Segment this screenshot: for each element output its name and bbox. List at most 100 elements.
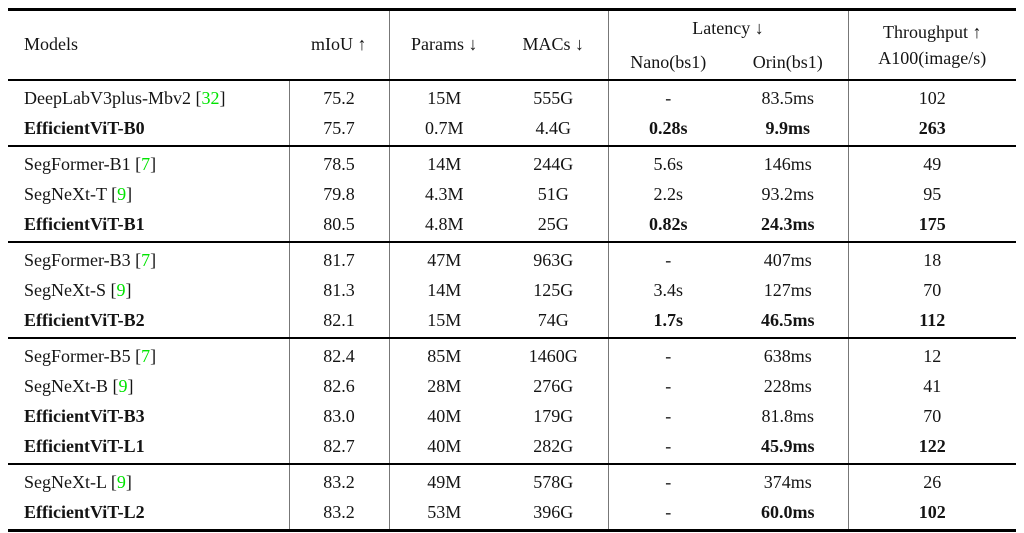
nano-cell: - xyxy=(665,345,672,366)
miou-cell: 82.6 xyxy=(289,370,390,401)
tp-cell: 70 xyxy=(923,279,942,300)
nano-cell: - xyxy=(665,405,672,426)
table-row: SegNeXt-L [9] 83.2 49M 578G -374ms 26 xyxy=(8,464,1016,497)
citation-number: 9 xyxy=(116,279,126,300)
nano-cell: - xyxy=(665,471,672,492)
model-name-cell: SegNeXt-S [9] xyxy=(8,274,290,305)
group-separator xyxy=(8,240,1016,243)
group-separator xyxy=(8,144,1016,147)
model-name: SegNeXt-S xyxy=(24,279,106,300)
citation-number: 9 xyxy=(118,375,128,396)
model-name-cell: EfficientViT-L1 xyxy=(8,430,290,463)
macs-cell: 244G xyxy=(499,146,609,179)
table-header: Models mIoU ↑ Params ↓ MACs ↓ Latency ↓ … xyxy=(8,9,1016,80)
tp-cell: 95 xyxy=(923,183,942,204)
params-cell: 15M xyxy=(427,87,462,108)
citation-ref: [9] xyxy=(106,279,132,300)
citation-number: 7 xyxy=(141,249,151,270)
table-row: EfficientViT-B0 75.7 0.7M 4.4G 0.28s 9.9ms 263 xyxy=(8,112,1016,145)
model-name-cell: SegFormer-B5 [7] xyxy=(8,338,290,371)
orin-cell: 60.0ms xyxy=(728,496,849,530)
macs-cell: 179G xyxy=(499,400,609,431)
citation-ref: [7] xyxy=(130,249,157,270)
model-name-cell: SegNeXt-L [9] xyxy=(8,464,290,497)
table-row: DeepLabV3plus-Mbv2 [32] 75.2 15M 555G -83.5m… xyxy=(8,79,1016,113)
tp-cell: 70 xyxy=(923,405,942,426)
nano-cell: 5.6s xyxy=(653,153,683,174)
table-row: SegFormer-B5 [7] 82.4 85M 1460G -638ms 12 xyxy=(8,338,1016,371)
model-name-cell: EfficientViT-B2 xyxy=(8,304,290,337)
model-name: EfficientViT-B2 xyxy=(24,309,145,330)
nano-cell: - xyxy=(665,435,672,456)
params-cell: 14M xyxy=(427,279,462,300)
params-cell: 53M xyxy=(427,501,462,522)
citation-number: 9 xyxy=(117,183,127,204)
citation-number: 7 xyxy=(141,345,151,366)
macs-cell: 125G xyxy=(499,274,609,305)
macs-cell: 1460G xyxy=(499,338,609,371)
nano-cell: - xyxy=(665,249,672,270)
orin-cell: 407ms xyxy=(728,242,849,275)
macs-cell: 4.4G xyxy=(499,112,609,145)
header-macs: MACs ↓ xyxy=(499,9,609,80)
table-group: SegFormer-B1 [7] 78.5 14M 244G 5.6s 146ms 49 Se… xyxy=(8,146,1016,241)
header-models: Models xyxy=(24,34,78,55)
macs-cell: 578G xyxy=(499,464,609,497)
model-name: SegFormer-B3 xyxy=(24,249,131,270)
nano-cell: - xyxy=(665,87,672,108)
nano-cell: - xyxy=(665,501,672,522)
tp-cell: 41 xyxy=(923,375,942,396)
model-name-cell: EfficientViT-B0 xyxy=(8,112,290,145)
params-cell: 49M xyxy=(427,471,462,492)
orin-cell: 127ms xyxy=(728,274,849,305)
citation-number: 9 xyxy=(116,471,126,492)
model-name: EfficientViT-L2 xyxy=(24,501,145,522)
orin-cell: 638ms xyxy=(728,338,849,371)
model-name-cell: SegFormer-B3 [7] xyxy=(8,242,290,275)
table-row: SegNeXt-T [9] 79.8 4.3M 51G 2.2s 93.2ms 95 xyxy=(8,178,1016,209)
table-row: SegNeXt-S [9] 81.3 14M 125G 3.4s 127ms 70 xyxy=(8,274,1016,305)
orin-cell: 228ms xyxy=(728,370,849,401)
miou-cell: 80.5 xyxy=(289,208,390,241)
table-row: EfficientViT-B1 80.5 4.8M 25G 0.82s 24.3ms 175 xyxy=(8,208,1016,241)
citation-ref: [7] xyxy=(130,345,157,366)
table-row: EfficientViT-B3 83.0 40M 179G - 81.8ms 70 xyxy=(8,400,1016,431)
header-latency-nano: Nano(bs1) xyxy=(630,52,707,72)
citation-number: 32 xyxy=(201,87,220,108)
table-row: SegFormer-B3 [7] 81.7 47M 963G -407ms 18 xyxy=(8,242,1016,275)
table-group: SegFormer-B3 [7] 81.7 47M 963G -407ms 18 SegNe… xyxy=(8,242,1016,337)
nano-cell: 1.7s xyxy=(653,309,683,330)
header-params: Params ↓ xyxy=(411,34,478,55)
params-cell: 4.3M xyxy=(424,183,464,204)
tp-cell: 175 xyxy=(918,213,946,234)
orin-cell: 45.9ms xyxy=(728,430,849,463)
params-cell: 47M xyxy=(427,249,462,270)
params-cell: 0.7M xyxy=(424,117,464,138)
model-name-cell: SegNeXt-T [9] xyxy=(8,178,290,209)
header-throughput-unit: A100(image/s) xyxy=(878,47,987,68)
macs-cell: 51G xyxy=(499,178,609,209)
tp-cell: 12 xyxy=(923,345,942,366)
results-table: Models mIoU ↑ Params ↓ MACs ↓ Latency ↓ … xyxy=(8,8,1016,532)
model-name-cell: SegFormer-B1 [7] xyxy=(8,146,290,179)
macs-cell: 276G xyxy=(499,370,609,401)
citation-ref: [7] xyxy=(130,153,157,174)
tp-cell: 26 xyxy=(923,471,942,492)
nano-cell: - xyxy=(665,375,672,396)
orin-cell: 374ms xyxy=(728,464,849,497)
model-name-cell: EfficientViT-B3 xyxy=(8,400,290,431)
table-row: EfficientViT-L1 82.7 40M 282G - 45.9ms 122 xyxy=(8,430,1016,463)
params-cell: 85M xyxy=(427,345,462,366)
table-row: EfficientViT-B2 82.1 15M 74G 1.7s 46.5ms 112 xyxy=(8,304,1016,337)
table-row: SegFormer-B1 [7] 78.5 14M 244G 5.6s 146ms 49 xyxy=(8,146,1016,179)
model-name: SegFormer-B1 xyxy=(24,153,131,174)
model-name-cell: DeepLabV3plus-Mbv2 [32] xyxy=(8,79,290,113)
orin-cell: 9.9ms xyxy=(728,112,849,145)
macs-cell: 74G xyxy=(499,304,609,337)
orin-cell: 81.8ms xyxy=(728,400,849,431)
miou-cell: 75.2 xyxy=(289,79,390,113)
params-cell: 4.8M xyxy=(424,213,464,234)
model-name-cell: SegNeXt-B [9] xyxy=(8,370,290,401)
model-name: EfficientViT-L1 xyxy=(24,435,145,456)
